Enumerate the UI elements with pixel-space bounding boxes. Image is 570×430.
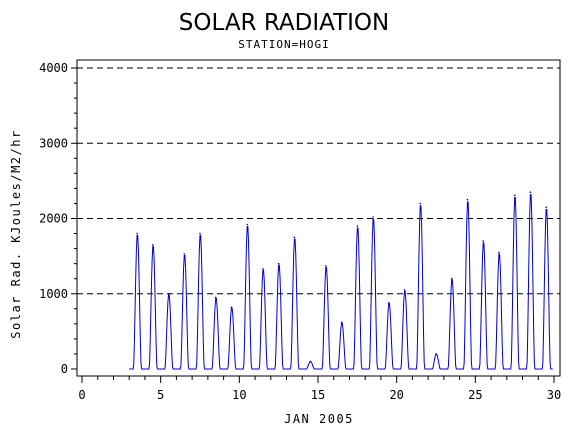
- peak-point-day-22: [435, 353, 437, 355]
- peak-point-day-3: [136, 232, 138, 235]
- peak-point-day-4: [152, 244, 154, 246]
- y-tick-label-0: 0: [61, 362, 68, 376]
- peak-point-day-15: [325, 265, 327, 267]
- y-tick-label-2000: 2000: [39, 212, 68, 226]
- peak-point-day-27: [513, 194, 516, 196]
- peak-point-day-29: [545, 206, 547, 209]
- series-line: [129, 194, 553, 370]
- peak-point-day-8: [214, 296, 217, 299]
- peak-point-day-24: [466, 198, 469, 201]
- peak-point-day-12: [277, 262, 280, 265]
- y-axis-label: Solar Rad. KJoules/M2/hr: [9, 129, 23, 338]
- peak-point-day-26: [498, 251, 500, 254]
- peak-point-day-21: [419, 202, 422, 205]
- x-tick-label-10: 10: [232, 388, 246, 402]
- peak-point-day-19: [388, 301, 390, 304]
- chart-title: SOLAR RADIATION: [179, 10, 389, 36]
- x-axis-label: JAN 2005: [284, 412, 354, 426]
- peak-point-day-13: [293, 236, 296, 239]
- x-tick-label-30: 30: [547, 388, 561, 402]
- peak-point-day-10: [246, 223, 248, 226]
- peak-point-day-6: [183, 253, 186, 255]
- peak-point-day-5: [167, 292, 170, 295]
- peak-point-day-17: [356, 225, 359, 227]
- peak-point-day-20: [403, 289, 406, 291]
- plot-frame: [76, 59, 561, 377]
- peak-point-day-7: [199, 232, 201, 235]
- peak-point-day-23: [450, 277, 453, 280]
- x-tick-label-20: 20: [389, 388, 403, 402]
- x-tick-label-0: 0: [78, 388, 85, 402]
- grid-lines: [77, 67, 560, 295]
- y-tick-label-3000: 3000: [39, 136, 68, 150]
- y-tick-label-1000: 1000: [39, 287, 68, 301]
- series-solar-radiation: [129, 191, 553, 370]
- peak-point-day-18: [372, 216, 374, 218]
- peak-point-day-25: [482, 240, 485, 242]
- x-axis: 0 5 10 15 20 25 30: [78, 376, 561, 402]
- peak-point-day-9: [230, 306, 233, 309]
- y-axis: 0 1000 2000 3000 4000: [39, 61, 77, 376]
- x-tick-label-25: 25: [468, 388, 482, 402]
- x-tick-label-15: 15: [311, 388, 325, 402]
- peak-point-day-14: [309, 360, 311, 363]
- peak-point-day-11: [262, 268, 264, 270]
- peak-point-day-28: [529, 191, 532, 193]
- chart-subtitle: STATION=HOGI: [238, 38, 329, 51]
- peak-point-day-16: [340, 321, 343, 324]
- x-tick-label-5: 5: [157, 388, 164, 402]
- y-tick-label-4000: 4000: [39, 61, 68, 75]
